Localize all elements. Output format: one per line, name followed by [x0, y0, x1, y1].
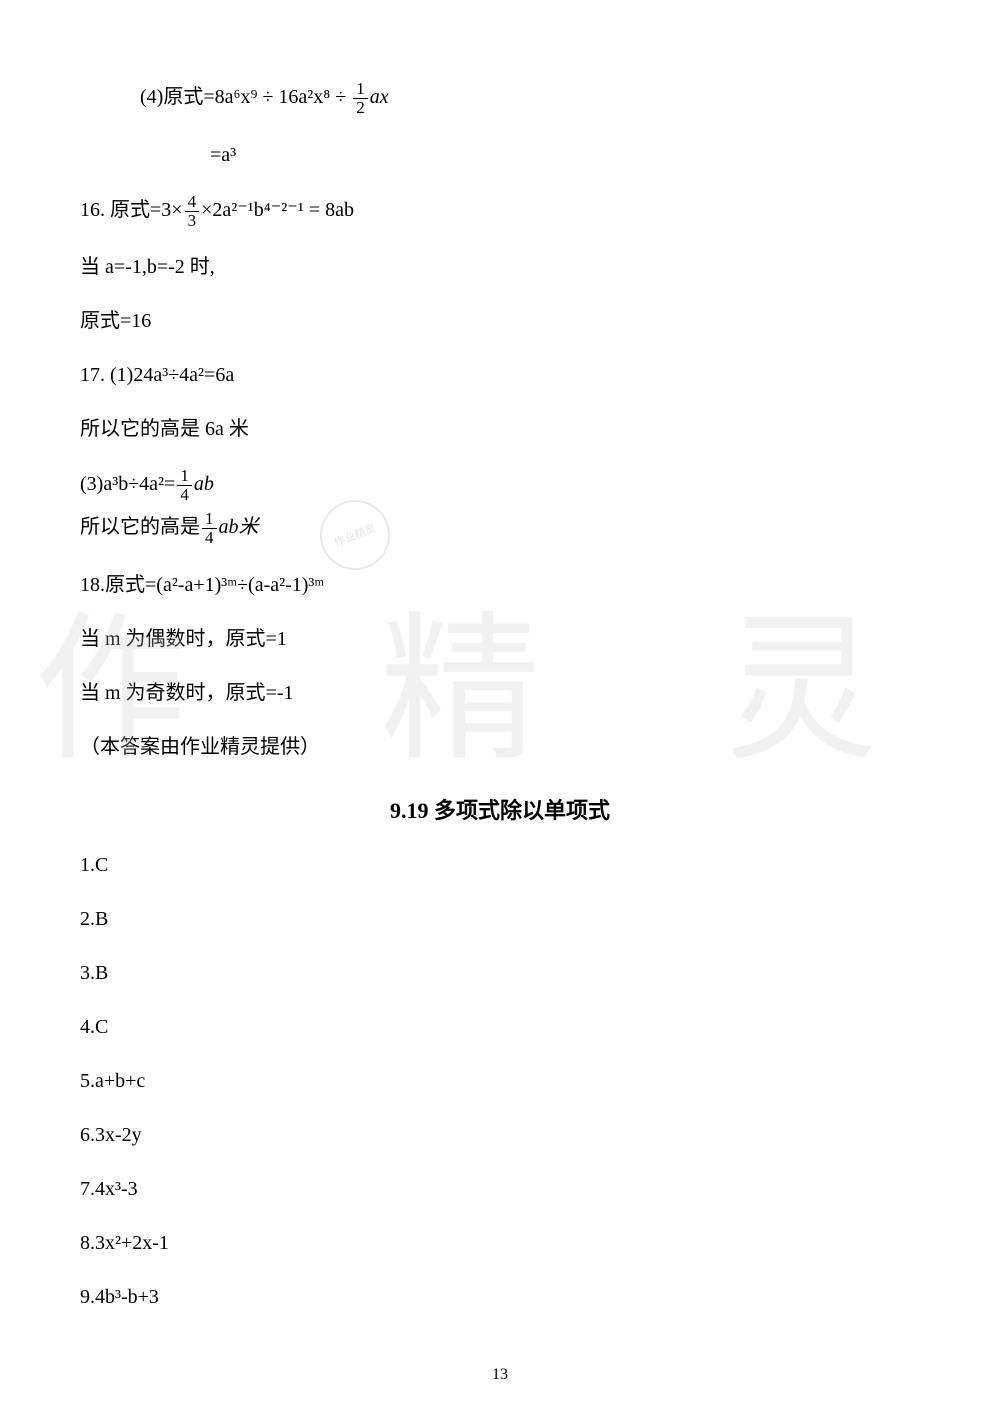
line-2: =a³ — [80, 139, 920, 171]
l1-prefix: (4)原式= — [140, 86, 215, 108]
l3-frac-den: 3 — [185, 212, 200, 230]
l8-prefix: (3)a³b÷4a²= — [80, 473, 175, 495]
l3-prefix: 16. 原式= — [80, 199, 161, 221]
l8-frac-num: 1 — [177, 467, 192, 486]
page-number: 13 — [0, 1366, 1000, 1384]
l8-frac: 14 — [177, 467, 192, 504]
line-4: 当 a=-1,b=-2 时, — [80, 251, 920, 283]
answer-4: 4.C — [80, 1011, 920, 1043]
l1-math: 8a⁶x⁹ ÷ 16a²x⁸ ÷ — [215, 86, 352, 108]
line-8: (3)a³b÷4a²=14ab — [80, 467, 920, 504]
l3-b: ×2a²⁻¹b⁴⁻²⁻¹ = 8ab — [201, 199, 354, 221]
line-13: （本答案由作业精灵提供） — [80, 731, 920, 763]
line-6: 17. (1)24a³÷4a²=6a — [80, 359, 920, 391]
section-title: 9.19 多项式除以单项式 — [80, 793, 920, 825]
line-10: 18.原式=(a²-a+1)³ᵐ÷(a-a²-1)³ᵐ — [80, 569, 920, 601]
line-9: 所以它的高是14ab米 — [80, 510, 920, 547]
line-3: 16. 原式=3×43×2a²⁻¹b⁴⁻²⁻¹ = 8ab — [80, 193, 920, 230]
answer-5: 5.a+b+c — [80, 1065, 920, 1097]
l3-frac-num: 4 — [185, 193, 200, 212]
l1-frac: 12 — [353, 80, 368, 117]
l1-frac-num: 1 — [353, 80, 368, 99]
l1-suffix: ax — [370, 86, 389, 108]
l1-frac-den: 2 — [353, 99, 368, 117]
l9-frac-num: 1 — [202, 510, 217, 529]
answer-3: 3.B — [80, 957, 920, 989]
line-11: 当 m 为偶数时，原式=1 — [80, 623, 920, 655]
line-12: 当 m 为奇数时，原式=-1 — [80, 677, 920, 709]
l9-frac: 14 — [202, 510, 217, 547]
line-1: (4)原式=8a⁶x⁹ ÷ 16a²x⁸ ÷ 12ax — [80, 80, 920, 117]
l8-suffix: ab — [194, 473, 214, 495]
answer-9: 9.4b³-b+3 — [80, 1281, 920, 1313]
line-7: 所以它的高是 6a 米 — [80, 413, 920, 445]
l8-frac-den: 4 — [177, 486, 192, 504]
l9-frac-den: 4 — [202, 529, 217, 547]
l9-suffix: ab米 — [219, 516, 259, 538]
answer-2: 2.B — [80, 903, 920, 935]
line-5: 原式=16 — [80, 305, 920, 337]
answer-6: 6.3x-2y — [80, 1119, 920, 1151]
l9-prefix: 所以它的高是 — [80, 516, 200, 538]
answer-7: 7.4x³-3 — [80, 1173, 920, 1205]
l3-a: 3× — [161, 199, 182, 221]
answer-8: 8.3x²+2x-1 — [80, 1227, 920, 1259]
l3-frac: 43 — [185, 193, 200, 230]
answer-1: 1.C — [80, 849, 920, 881]
